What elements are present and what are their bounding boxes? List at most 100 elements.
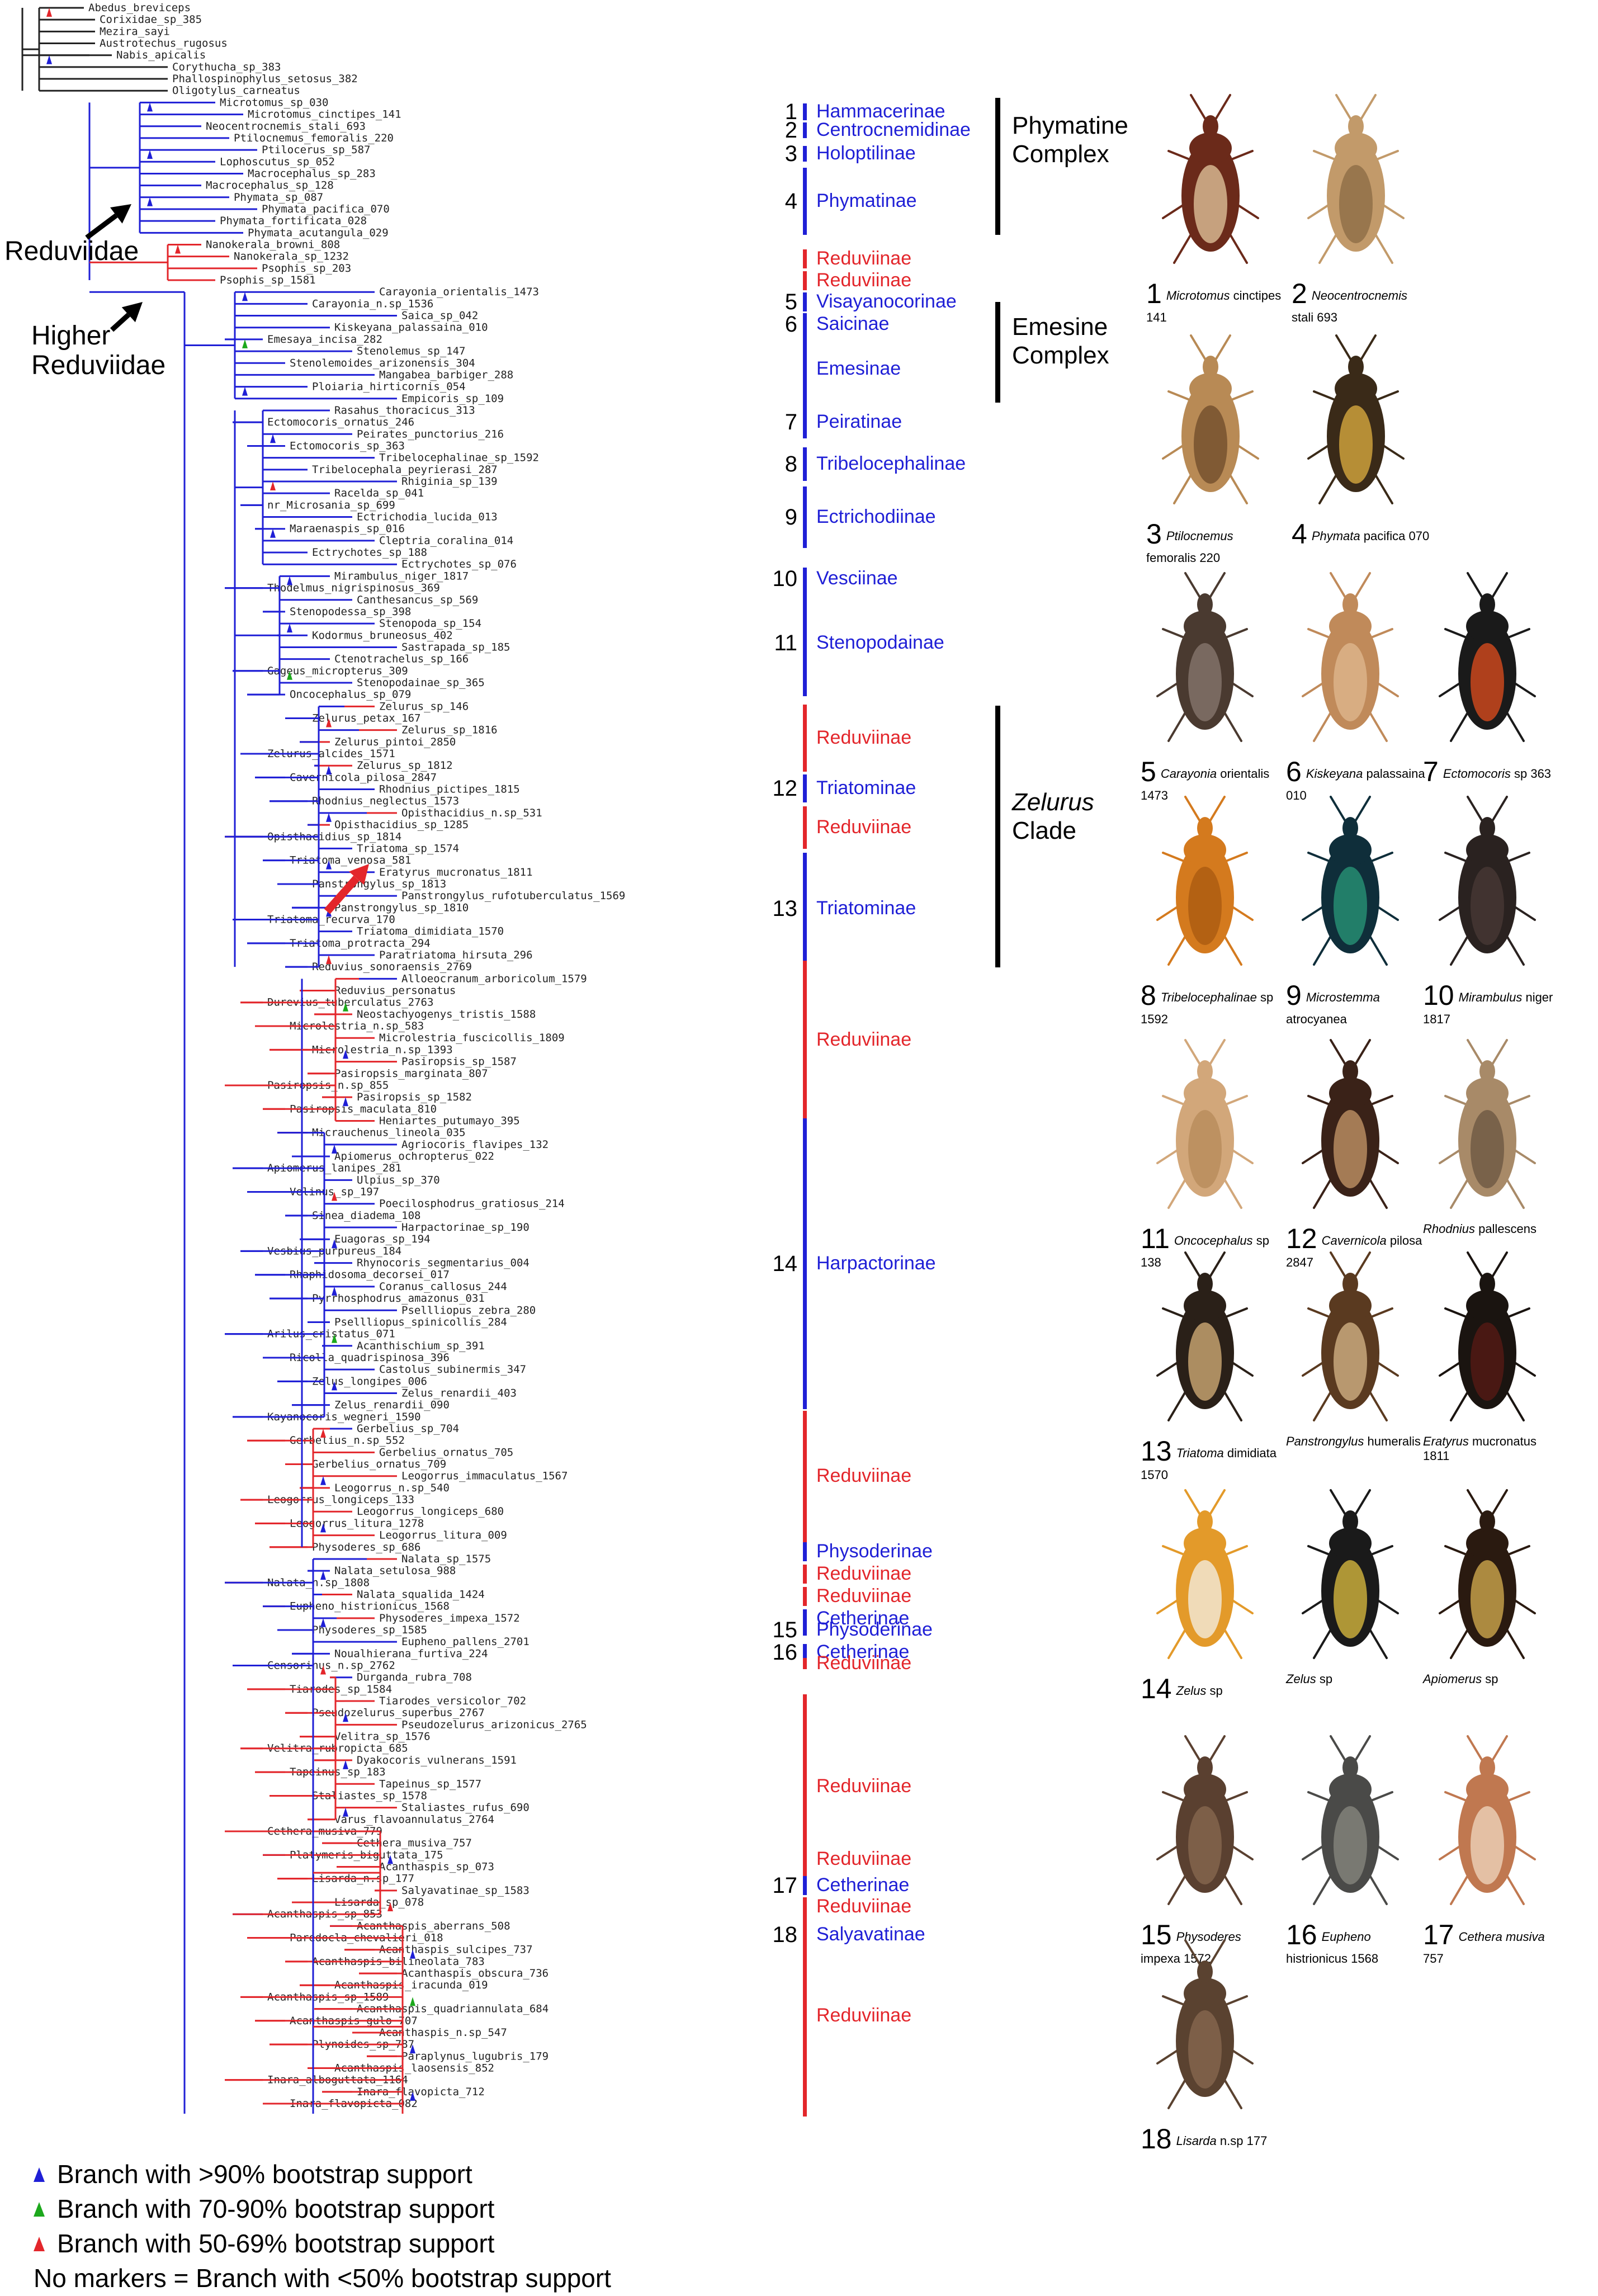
specimen-epithet: histrionicus 1568: [1286, 1952, 1379, 1966]
clade-number: 5: [784, 290, 797, 314]
taxon-label: Panstrongylus_sp_1810: [334, 901, 469, 914]
bootstrap-marker: [343, 1050, 348, 1059]
taxon-label: nr_Microsania_sp_699: [267, 499, 395, 511]
specimen-epithet: orientalis 1473: [1141, 767, 1270, 802]
taxon-label: Acanthaspis_sulcipes_737: [379, 1944, 533, 1956]
taxon-label: Acanthaspis_aberrans_508: [357, 1920, 510, 1932]
insect-thorax: [1466, 1774, 1509, 1805]
taxon-label: Ptilocnemus_femoralis_220: [234, 132, 394, 144]
insect-leg: [1352, 1251, 1371, 1282]
taxon-label: Carayonia_orientalis_1473: [379, 286, 539, 298]
taxon-label: Acanthischium_sp_391: [357, 1340, 485, 1352]
specimen-epithet: stali 693: [1292, 310, 1337, 324]
clade-number: 17: [772, 1873, 798, 1898]
bootstrap-marker: [46, 55, 52, 64]
bootstrap-marker: [242, 292, 248, 301]
clade-bar: [803, 1587, 807, 1606]
insect-leg: [1330, 796, 1349, 826]
taxon-label: Apiomerus_lanipes_281: [267, 1162, 401, 1174]
taxon-label: Opisthacidius_n.sp_531: [401, 807, 542, 819]
taxon-label: Ctenotrachelus_sp_166: [334, 653, 469, 665]
taxon-label: Coranus_callosus_244: [379, 1281, 507, 1293]
taxon-label: Lophoscutus_sp_052: [220, 155, 335, 168]
insect-head: [1197, 1960, 1213, 1983]
insect-leg: [1184, 1489, 1203, 1519]
insect-head: [1197, 1060, 1213, 1083]
taxon-label: Opisthacidius_sp_1285: [334, 819, 469, 831]
taxon-label: Physoderes_impexa_1572: [379, 1612, 520, 1624]
bootstrap-marker: [343, 1097, 348, 1107]
insect-thorax: [1329, 1290, 1372, 1321]
insect-head: [1203, 356, 1218, 378]
taxon-label: Carayonia_n.sp_1536: [312, 297, 433, 310]
insect-leg: [1489, 1251, 1508, 1282]
insect-leg: [1352, 796, 1371, 826]
insect-thorax: [1466, 1078, 1509, 1109]
clade-bar: [803, 1694, 807, 1879]
specimen-epithet: cinctipes 141: [1146, 289, 1282, 324]
clade-name: Reduviinae: [816, 1775, 912, 1797]
insect-specimen-illustration: [1156, 796, 1254, 966]
bootstrap-marker: [287, 623, 292, 633]
taxon-label: Leogorrus_longiceps_133: [267, 1494, 414, 1506]
legend-text: Branch with >90% bootstrap support: [57, 2160, 472, 2189]
taxon-label: Rhodnius_pictipes_1815: [379, 783, 520, 796]
insect-leg: [1184, 796, 1203, 826]
taxon-label: Mezira_sayi: [100, 25, 170, 37]
specimen-caption: Rhodnius pallescens: [1423, 1222, 1563, 1236]
clade-name: Reduviinae: [816, 727, 912, 748]
taxon-label: Psellliopus_zebra_280: [401, 1304, 536, 1316]
specimen-genus: Tribelocephalinae: [1160, 990, 1257, 1004]
specimen-epithet: sp: [1485, 1672, 1498, 1686]
bootstrap-triangle-icon: [34, 2167, 45, 2182]
clade-bar: [803, 168, 807, 235]
insect-leg: [1330, 1039, 1349, 1069]
insect-specimen-illustration: [1302, 1735, 1399, 1905]
specimen-epithet: mucronatus 1811: [1423, 1434, 1536, 1463]
taxon-label: Zelurus_sp_1816: [401, 724, 498, 736]
clade-number: 6: [784, 312, 797, 337]
insect-leg: [1330, 1251, 1349, 1282]
clade-bar: [803, 1542, 807, 1561]
insect-head: [1197, 593, 1213, 616]
specimen-caption: 5 Carayonia orientalis 1473: [1141, 755, 1280, 803]
specimen-genus: Oncocephalus: [1174, 1234, 1253, 1248]
insect-leg: [1184, 572, 1203, 602]
taxon-label: Gageus_micropterus_309: [267, 665, 408, 677]
clade-name: Reduviinae: [816, 816, 912, 838]
specimen-genus: Kiskeyana: [1306, 767, 1363, 781]
insect-wing-pattern: [1188, 643, 1222, 721]
bootstrap-marker: [332, 1334, 337, 1343]
specimen-genus: Microstemma: [1306, 990, 1380, 1004]
specimen-genus: Triatoma: [1176, 1446, 1224, 1460]
insect-wing-pattern: [1194, 405, 1227, 484]
insect-thorax: [1466, 1528, 1509, 1559]
insect-head: [1342, 1510, 1358, 1533]
taxon-label: Triatoma_venosa_581: [290, 854, 411, 867]
taxon-label: Censorinus_n.sp_2762: [267, 1660, 395, 1672]
taxon-label: Sastrapada_sp_185: [401, 641, 510, 653]
clade-bar: [803, 146, 807, 162]
clade-number: 11: [774, 631, 797, 655]
clade-number: 8: [784, 452, 797, 476]
taxon-label: Ectrichodia_lucida_013: [357, 511, 498, 523]
insect-head: [1479, 1273, 1495, 1295]
clade-number: 15: [772, 1618, 798, 1642]
higher-label-line1: Higher: [31, 321, 111, 351]
taxon-label: Rhaphidosoma_decorsei_017: [290, 1269, 450, 1281]
bootstrap-marker: [46, 8, 52, 17]
insect-head: [1348, 115, 1364, 138]
specimen-caption: 16 Eupheno histrionicus 1568: [1286, 1918, 1426, 1966]
taxon-label: Arilus_cristatus_071: [267, 1328, 395, 1340]
taxon-label: Acanthaspis_n.sp_547: [379, 2026, 507, 2039]
taxon-label: Maraenaspis_sp_016: [290, 523, 405, 535]
taxon-label: Microlestria_n.sp_583: [290, 1020, 424, 1032]
specimen-epithet: n.sp 177: [1219, 2134, 1268, 2148]
clade-number: 14: [772, 1251, 798, 1276]
clade-name: Cetherinae: [816, 1874, 910, 1896]
legend-text: Branch with 70-90% bootstrap support: [57, 2194, 495, 2223]
insect-head: [1342, 1060, 1358, 1083]
taxon-label: Stenopoda_sp_154: [379, 617, 481, 630]
bootstrap-marker: [147, 150, 153, 159]
taxon-label: Ectomocoris_ornatus_246: [267, 416, 414, 428]
